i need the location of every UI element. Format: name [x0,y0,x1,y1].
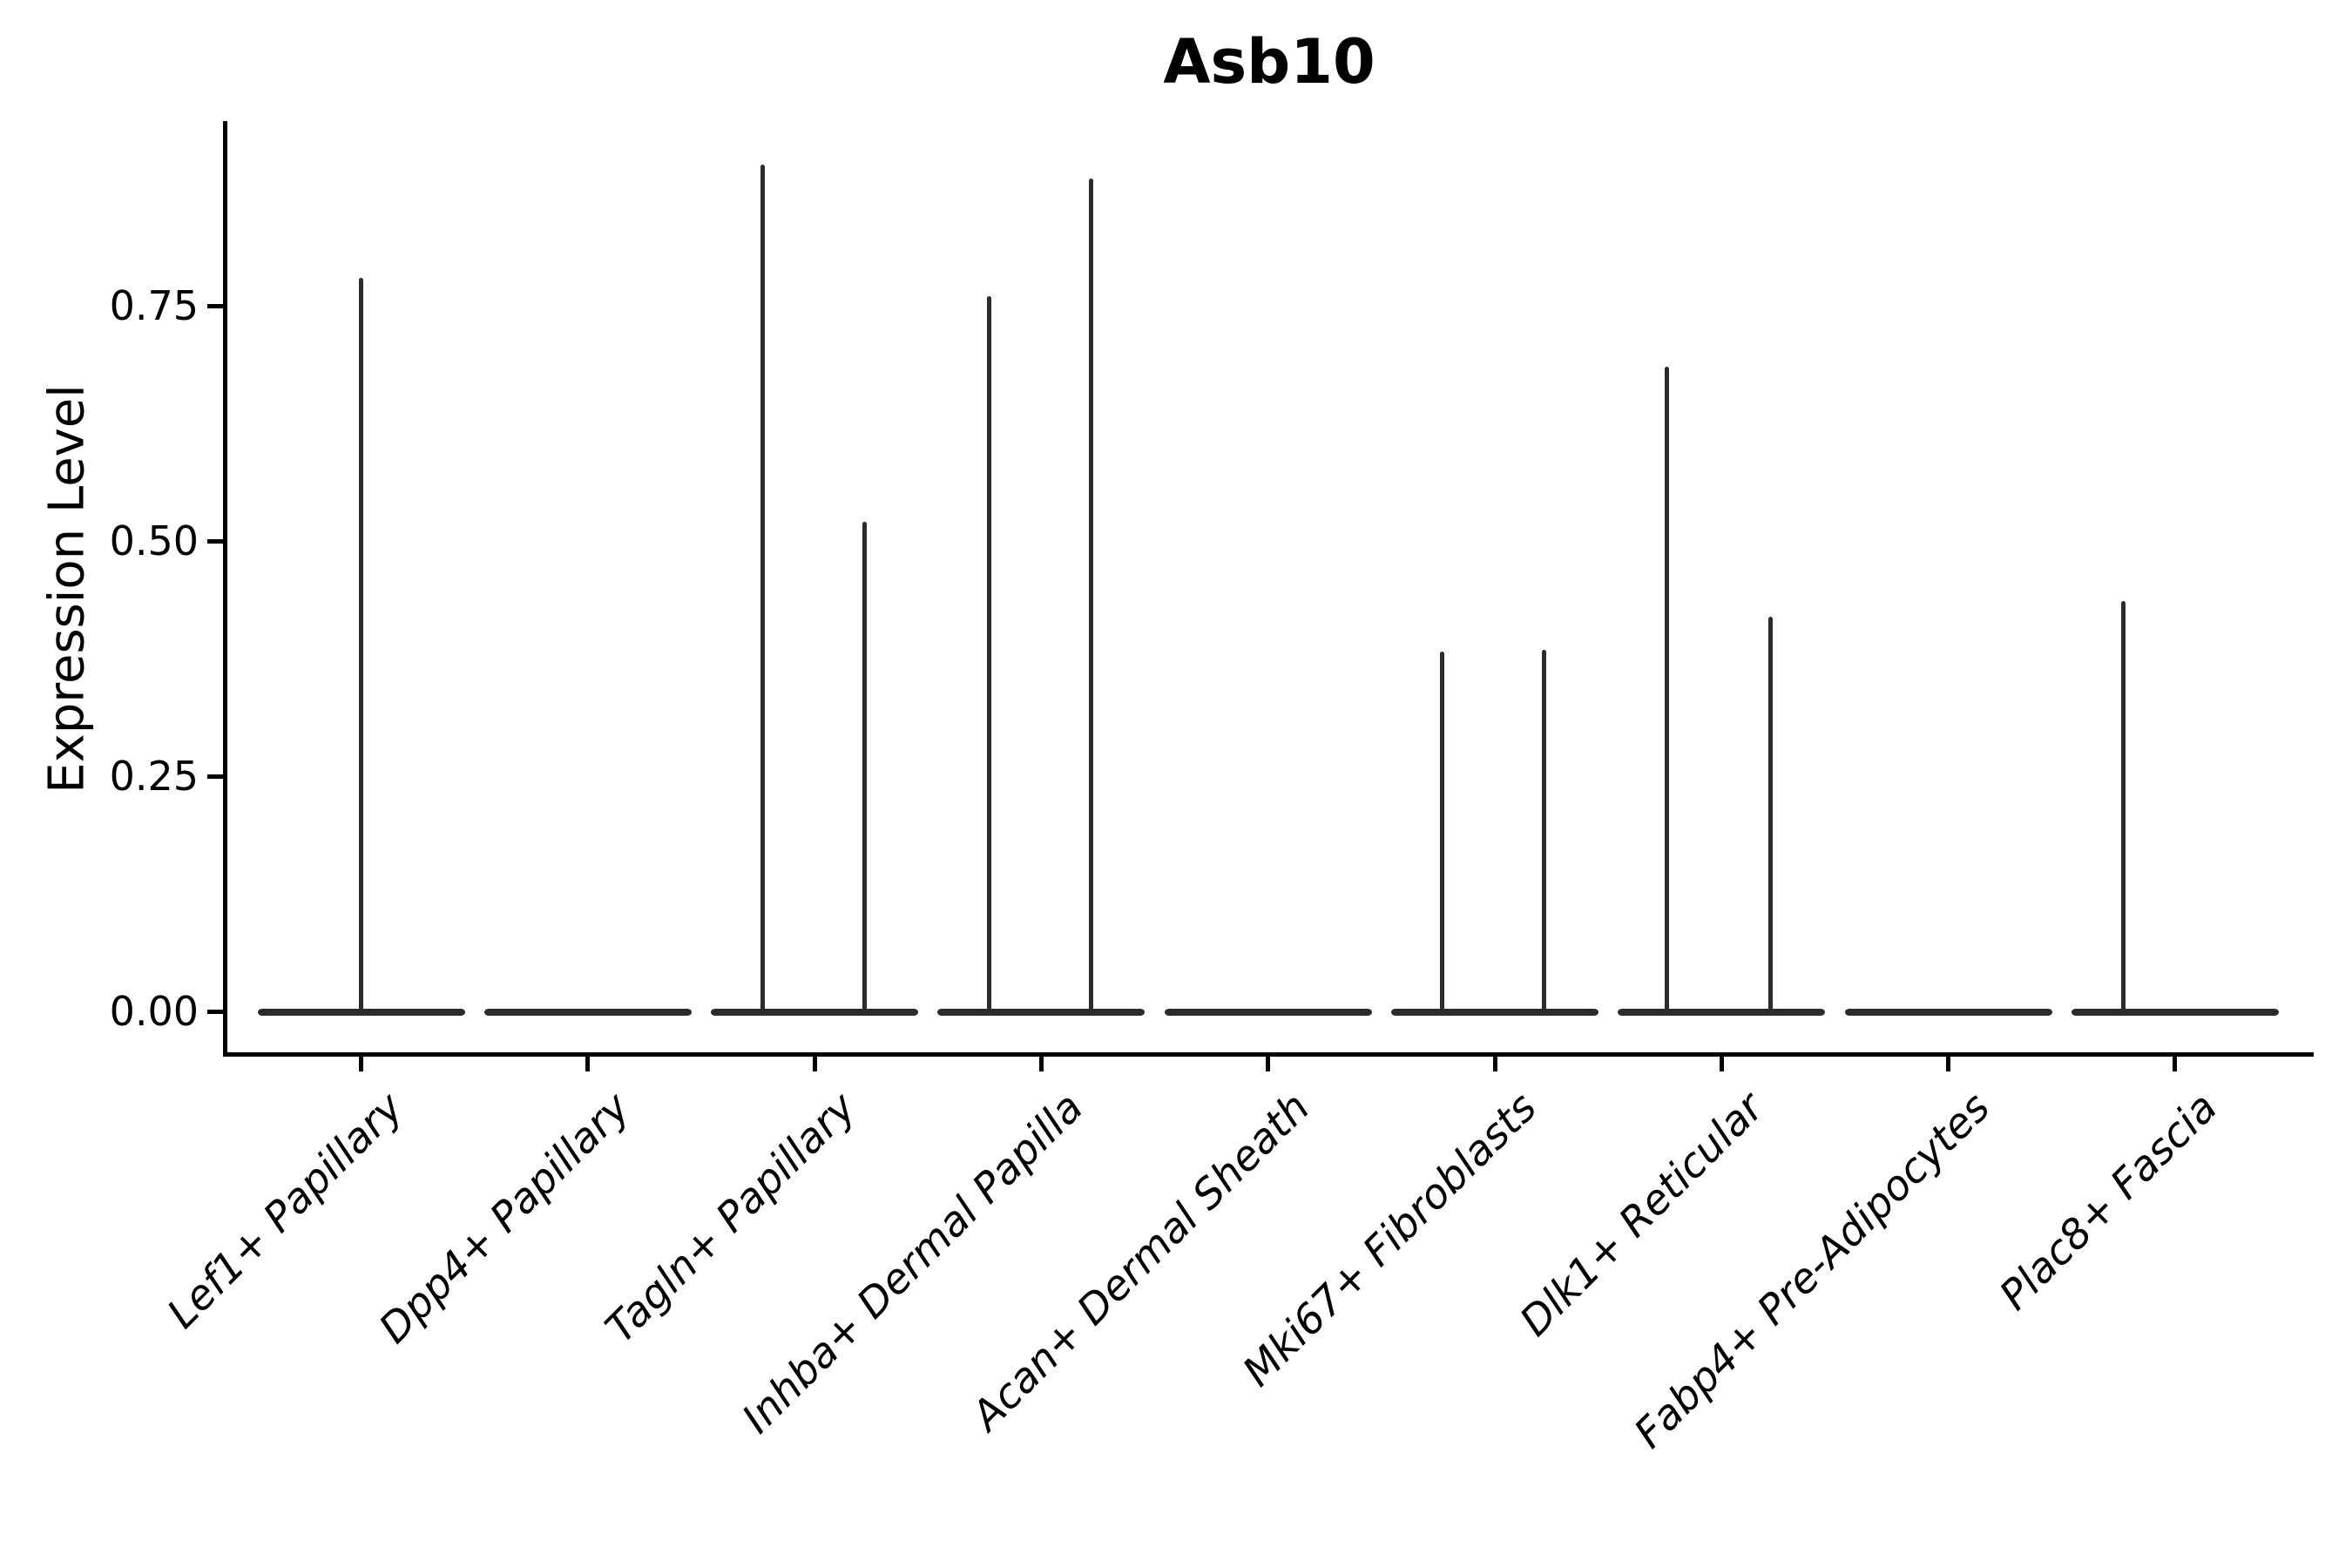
x-tick-mark [1492,1057,1497,1071]
y-tick-mark [207,774,225,779]
x-tick-mark [585,1057,591,1071]
x-tick-label: Dlk1+ Reticular [1511,1083,1774,1346]
x-tick-mark [359,1057,363,1071]
y-tick-label: 0.25 [109,753,199,800]
y-tick-mark [207,538,225,544]
violin-spike [1088,179,1093,1015]
x-tick-mark [1038,1057,1044,1071]
violin-body [1618,1009,1826,1016]
y-tick-mark [207,1009,225,1014]
violin-body [1391,1009,1598,1016]
x-tick-label: Lef1+ Papillary [158,1083,413,1338]
violin-spike [1664,367,1669,1015]
x-tick-label: Dpp4+ Papillary [369,1083,639,1354]
violin-body [2071,1009,2279,1016]
violin-spike [862,522,867,1015]
y-tick-label: 0.50 [109,517,199,564]
x-axis-line [223,1052,2314,1057]
violin-spike [1541,650,1546,1015]
violin-body [1844,1009,2052,1016]
x-tick-mark [1719,1057,1724,1071]
x-tick-mark [812,1057,817,1071]
x-tick-label: Tagln+ Papillary [597,1083,866,1353]
x-tick-label: Plac8+ Fascia [1990,1083,2227,1320]
violin-body [937,1009,1146,1016]
y-tick-label: 0.00 [109,988,199,1035]
chart-title: Asb10 [1163,26,1375,98]
violin-spike [1439,652,1444,1015]
y-tick-label: 0.75 [109,282,199,329]
violin-spike [1767,617,1773,1015]
violin-spike [760,165,765,1015]
y-axis-line [223,121,227,1057]
y-tick-mark [207,303,225,308]
violin-spike [986,296,991,1015]
violin-body [483,1009,692,1016]
x-tick-mark [1946,1057,1951,1071]
violin-spike [359,277,363,1015]
violin-spike [2121,601,2126,1015]
x-tick-mark [2173,1057,2178,1071]
x-tick-mark [1266,1057,1271,1071]
y-axis-label: Expression Level [38,384,96,794]
violin-body [711,1009,919,1016]
violin-body [1164,1009,1372,1016]
